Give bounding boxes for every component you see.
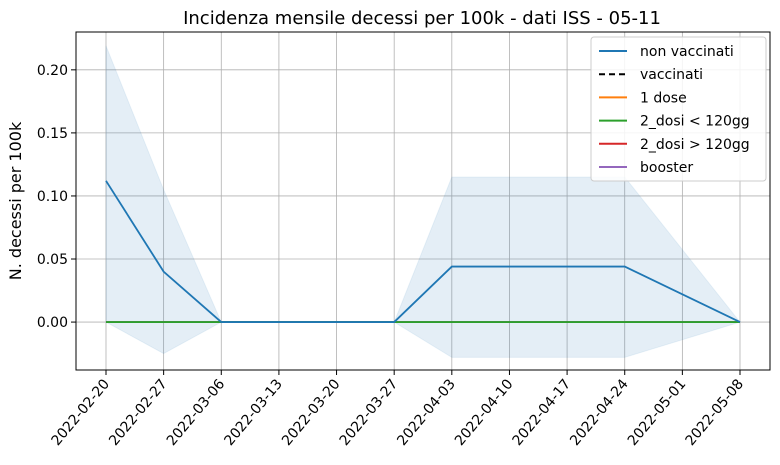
legend-label: 1 dose (640, 90, 687, 106)
y-tick-label: 0.15 (37, 126, 68, 142)
x-tick-label: 2022-03-13 (221, 376, 286, 449)
x-tick-label: 2022-03-20 (279, 376, 344, 449)
legend-label: booster (640, 160, 693, 176)
x-tick-label: 2022-03-06 (164, 376, 229, 449)
legend: non vaccinati vaccinati 1 dose 2_dosi < 120… (590, 36, 767, 182)
x-tick-label: 2022-02-20 (49, 376, 114, 449)
x-tick-label: 2022-04-03 (394, 376, 459, 449)
chart-title: Incidenza mensile decessi per 100k - dat… (183, 8, 661, 29)
legend-label: non vaccinati (640, 44, 734, 60)
x-tick-label: 2022-04-10 (452, 376, 517, 449)
legend-label: 2_dosi > 120gg (640, 137, 750, 153)
series-line (105, 180, 741, 323)
x-tick-label: 2022-04-24 (567, 376, 632, 449)
x-tick-label: 2022-02-27 (106, 376, 171, 449)
y-axis-label: N. decessi per 100k (6, 121, 25, 280)
x-tick-label: 2022-04-17 (510, 376, 575, 449)
plot-frame (75, 31, 771, 371)
x-tick-label: 2022-05-01 (625, 376, 690, 449)
x-tick-label: 2022-03-27 (337, 376, 402, 449)
y-tick-label: 0.00 (37, 315, 68, 331)
legend-label: 2_dosi < 120gg (640, 114, 750, 130)
y-tick-label: 0.05 (37, 252, 68, 268)
series-lines (105, 180, 741, 323)
y-tick-label: 0.10 (37, 189, 68, 205)
legend-label: vaccinati (640, 67, 703, 83)
legend-box (590, 36, 767, 182)
y-tick-label: 0.20 (37, 63, 68, 79)
x-tick-label: 2022-05-08 (683, 376, 748, 449)
